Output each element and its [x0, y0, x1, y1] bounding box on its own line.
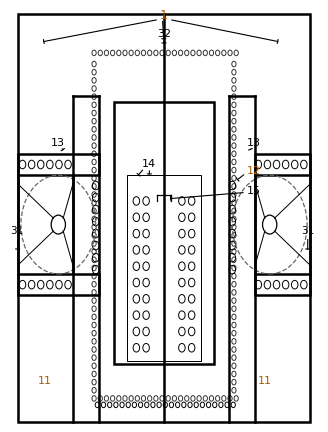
- Bar: [127, 175, 201, 361]
- Bar: [18, 154, 99, 175]
- Text: 11: 11: [38, 376, 52, 386]
- Bar: [18, 14, 310, 422]
- Text: 15: 15: [247, 186, 261, 196]
- Text: 13: 13: [247, 138, 261, 148]
- Text: 31: 31: [10, 226, 24, 236]
- Text: 12: 12: [247, 166, 261, 176]
- Bar: [18, 274, 99, 295]
- Text: 31: 31: [301, 226, 314, 236]
- Bar: [255, 274, 310, 295]
- Text: 11: 11: [258, 376, 272, 386]
- Bar: [113, 102, 215, 364]
- Text: 32: 32: [157, 29, 171, 38]
- Text: 14: 14: [142, 159, 156, 169]
- Text: 13: 13: [51, 138, 65, 148]
- Text: 1: 1: [160, 9, 168, 22]
- Bar: [255, 154, 310, 175]
